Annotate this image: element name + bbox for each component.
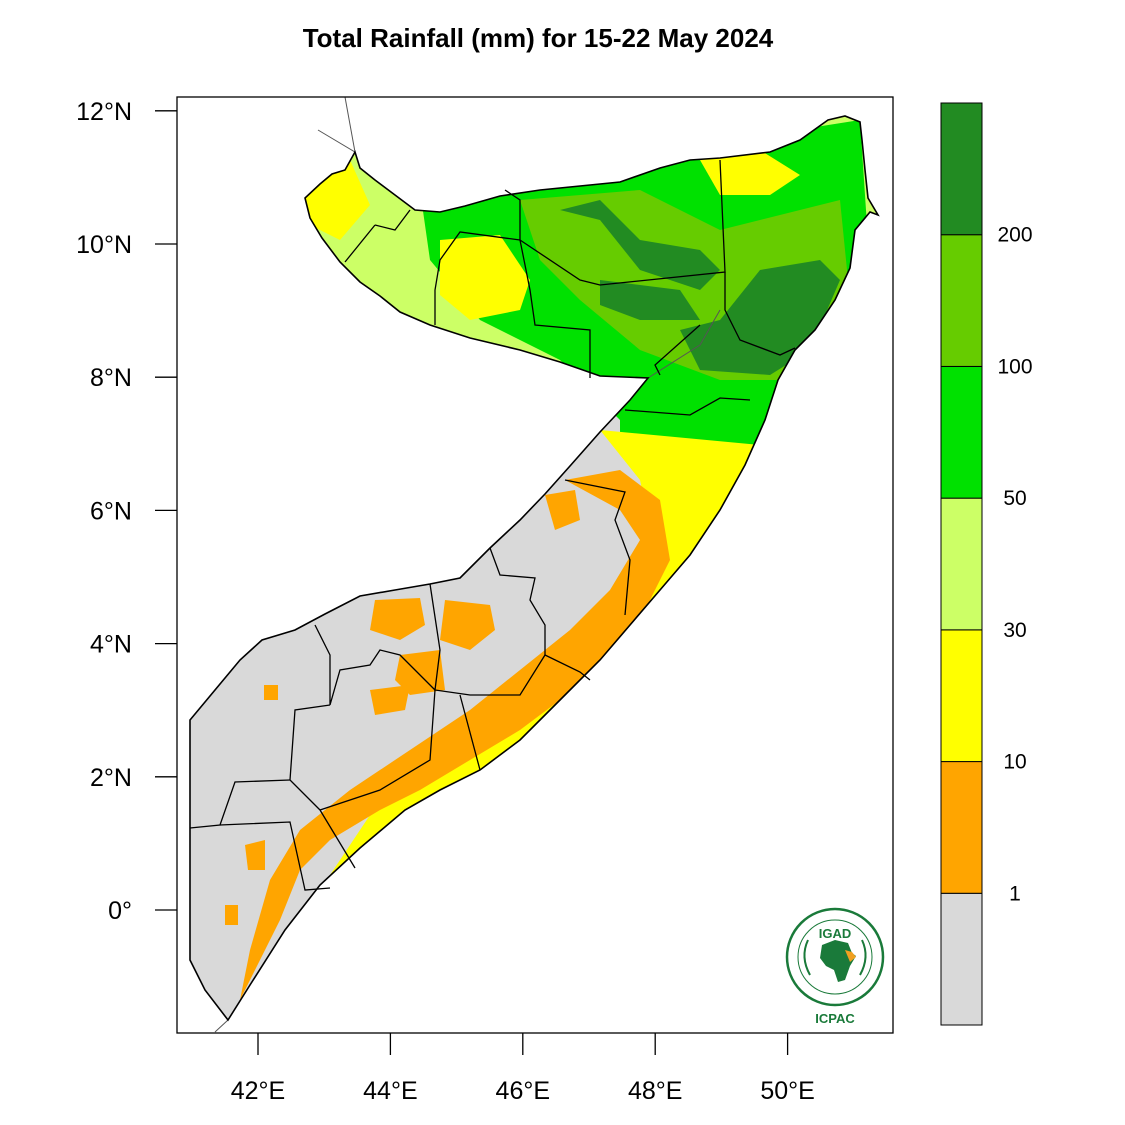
lon-tick-label: 42°E [231,1077,285,1105]
region-boundaries [189,159,796,891]
legend-colorbar [940,102,983,1026]
legend-bin [940,365,983,499]
lon-tick-label: 48°E [628,1077,682,1105]
lat-tick-label: 0° [108,897,132,925]
rain-zone-orange-patch-6 [245,840,265,870]
longitude-axis: 42°E 44°E 46°E 48°E 50°E [231,1033,815,1105]
lat-tick-label: 4°N [90,631,132,659]
laurel-left-icon [803,939,811,976]
rain-zone-orange-patch-2 [370,598,425,640]
lon-tick-label: 50°E [760,1077,814,1105]
rain-zone-orange-patch-5 [545,490,580,530]
rain-zone-north-200-a [560,200,720,290]
plot-frame [176,96,894,1034]
lat-tick-label: 6°N [90,497,132,525]
legend-label: 200 [997,224,1032,247]
lon-tick-label: 44°E [363,1077,417,1105]
horn-highlight-icon [845,950,856,962]
legend-bin [940,629,983,763]
rain-zone-orange-patch-7 [225,905,238,925]
lon-tick-label: 46°E [496,1077,550,1105]
laurel-right-icon [859,939,867,976]
legend-labels: 1 10 30 50 100 200 [997,224,1032,906]
legend-label: 10 [1003,751,1026,774]
logo-icpac-text: ICPAC [815,1011,855,1026]
legend-bin [940,497,983,631]
rainfall-shading [190,116,878,1020]
africa-map-icon [820,940,856,982]
rain-zone-orange-patch-3 [395,650,445,695]
legend-label: 100 [997,355,1032,378]
logo-igad-text: IGAD [819,926,852,941]
legend-bin [940,102,983,236]
rain-zone-orange-patch-1 [440,600,495,650]
latitude-axis: 12°N 10°N 8°N 6°N 4°N 2°N 0° [76,98,177,925]
legend-label: 1 [1009,882,1021,905]
rain-zone-orange-patch-4 [370,685,410,715]
lat-tick-label: 2°N [90,764,132,792]
rain-zone-north-yellow-east [700,150,800,195]
lat-tick-label: 8°N [90,364,132,392]
rain-zone-north-yellow-mid [440,235,530,320]
rain-zone-orange-coast [240,470,670,1000]
legend-bin [940,234,983,367]
legend-label: 50 [1003,487,1026,510]
igad-icpac-logo: IGAD ICPAC [785,907,885,1026]
lat-tick-label: 12°N [76,98,132,126]
legend-label: 30 [1003,619,1026,642]
legend-bin [940,892,983,1026]
legend-bin [940,761,983,894]
rain-zone-orange-patch-8 [264,685,278,700]
lat-tick-label: 10°N [76,231,132,259]
map-title: Total Rainfall (mm) for 15-22 May 2024 [303,23,774,53]
rain-zone-north-200-c [600,280,700,320]
